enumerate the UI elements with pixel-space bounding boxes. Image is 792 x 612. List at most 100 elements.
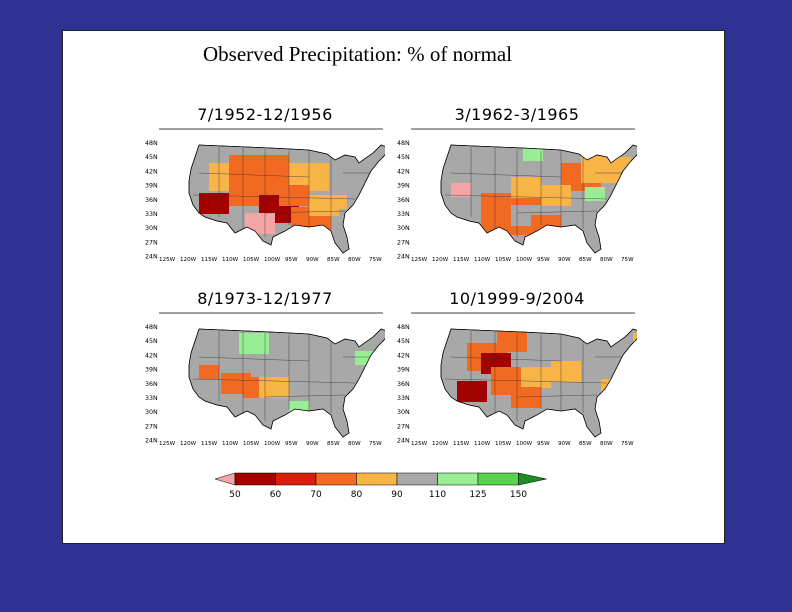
panel-title: 8/1973-12/1977 <box>197 289 333 308</box>
lat-label: 30N <box>145 409 158 416</box>
lon-label: 85W <box>579 441 592 447</box>
lat-label: 33N <box>145 395 158 402</box>
lon-label: 75W <box>369 257 382 263</box>
slide: Observed Precipitation: % of normal 7/19… <box>62 30 725 544</box>
lon-label: 105W <box>495 441 512 447</box>
lon-label: 115W <box>453 257 470 263</box>
precip-cell <box>259 377 289 398</box>
state-border <box>450 172 562 178</box>
precip-cell <box>279 185 309 206</box>
lon-label: 100W <box>516 257 533 263</box>
state-border <box>192 194 356 200</box>
panel-1973: 8/1973-12/1977 48N 45N 42N 39N 36N 33N 30N 27N 2… <box>145 289 385 455</box>
lat-label: 48N <box>145 324 158 331</box>
lon-label: 75W <box>621 257 634 263</box>
us-outline <box>188 328 385 438</box>
precip-cell <box>541 185 571 206</box>
slide-title: Observed Precipitation: % of normal <box>203 42 513 66</box>
lon-label: 115W <box>201 441 218 447</box>
lat-label: 24N <box>145 254 158 261</box>
lon-label: 125W <box>159 441 176 447</box>
lat-label: 24N <box>397 438 410 445</box>
lon-label: 85W <box>579 257 592 263</box>
lon-label: 110W <box>222 441 239 447</box>
lon-label: 100W <box>264 441 281 447</box>
precip-cell <box>229 185 259 206</box>
lon-label: 80W <box>600 257 613 263</box>
lat-label: 27N <box>397 239 410 246</box>
colorbar-segment <box>275 472 317 486</box>
lat-label: 42N <box>145 352 158 359</box>
lat-label: 39N <box>145 183 158 190</box>
lat-label: 27N <box>145 423 158 430</box>
state-border <box>198 356 310 362</box>
lat-label: 45N <box>145 338 158 345</box>
colorbar-segment <box>437 472 479 486</box>
lon-label: 125W <box>411 257 428 263</box>
lon-label: 80W <box>348 441 361 447</box>
state-border <box>264 210 346 214</box>
lat-label: 30N <box>397 409 410 416</box>
precip-map: 48N 45N 42N 39N 36N 33N 30N 27N 24N 125W 120W 115W 1… <box>145 312 385 447</box>
lon-label: 125W <box>411 441 428 447</box>
lon-label: 110W <box>222 257 239 263</box>
us-outline <box>188 144 385 254</box>
precip-map: 48N 45N 42N 39N 36N 33N 30N 27N 24N 125W 120W 115W 1… <box>145 128 385 263</box>
lon-label: 90W <box>306 441 319 447</box>
lat-label: 36N <box>145 381 158 388</box>
map-body <box>440 144 637 254</box>
lon-label: 110W <box>474 441 491 447</box>
lat-label: 30N <box>145 225 158 232</box>
lat-label: 33N <box>397 211 410 218</box>
us-outline <box>440 144 637 254</box>
precip-map: 48N 45N 42N 39N 36N 33N 30N 27N 24N 125W 120W 115W 1… <box>397 312 637 447</box>
precip-cell <box>633 333 637 343</box>
lat-label: 48N <box>397 324 410 331</box>
lon-label: 90W <box>558 257 571 263</box>
colorbar-segment <box>234 472 276 486</box>
lon-label: 100W <box>516 441 533 447</box>
lat-label: 48N <box>145 140 158 147</box>
precip-cell <box>511 387 541 408</box>
precip-cell <box>355 351 375 365</box>
colorbar-tick: 80 <box>351 490 363 500</box>
lon-label: 100W <box>264 257 281 263</box>
lon-label: 90W <box>558 441 571 447</box>
colorbar-segment <box>477 472 519 486</box>
lat-label: 27N <box>397 423 410 430</box>
lat-label: 48N <box>397 140 410 147</box>
colorbar: 50 60 70 80 90 110 125 150 <box>214 472 547 500</box>
precip-cell <box>521 367 551 388</box>
lon-label: 120W <box>180 441 197 447</box>
lon-label: 115W <box>453 441 470 447</box>
lon-label: 75W <box>369 441 382 447</box>
lat-label: 42N <box>397 168 410 175</box>
lat-label: 36N <box>397 197 410 204</box>
state-border <box>192 378 356 384</box>
lon-label: 90W <box>306 257 319 263</box>
precip-cell <box>497 331 527 352</box>
lon-label: 85W <box>327 257 340 263</box>
lon-label: 110W <box>474 257 491 263</box>
lat-label: 39N <box>397 183 410 190</box>
colorbar-tick: 110 <box>429 490 446 500</box>
colorbar-segment <box>356 472 398 486</box>
lat-label: 24N <box>397 254 410 261</box>
map-body <box>440 328 637 438</box>
lon-label: 80W <box>600 441 613 447</box>
lat-label: 36N <box>397 381 410 388</box>
precip-cell <box>451 183 471 197</box>
precip-cell <box>245 213 275 234</box>
lat-label: 27N <box>145 239 158 246</box>
lon-label: 120W <box>180 257 197 263</box>
lon-label: 105W <box>243 257 260 263</box>
lat-label: 39N <box>145 367 158 374</box>
colorbar-tick: 150 <box>510 490 527 500</box>
precip-cell <box>491 401 511 415</box>
lon-label: 80W <box>348 257 361 263</box>
panel-1962: 3/1962-3/1965 48N 45N 42N 39N 36N 33N 30N 27N 24… <box>397 105 637 271</box>
colorbar-arrow-low <box>214 472 236 486</box>
colorbar-segment <box>315 472 357 486</box>
colorbar-tick: 90 <box>391 490 403 500</box>
precip-cell <box>289 401 309 415</box>
